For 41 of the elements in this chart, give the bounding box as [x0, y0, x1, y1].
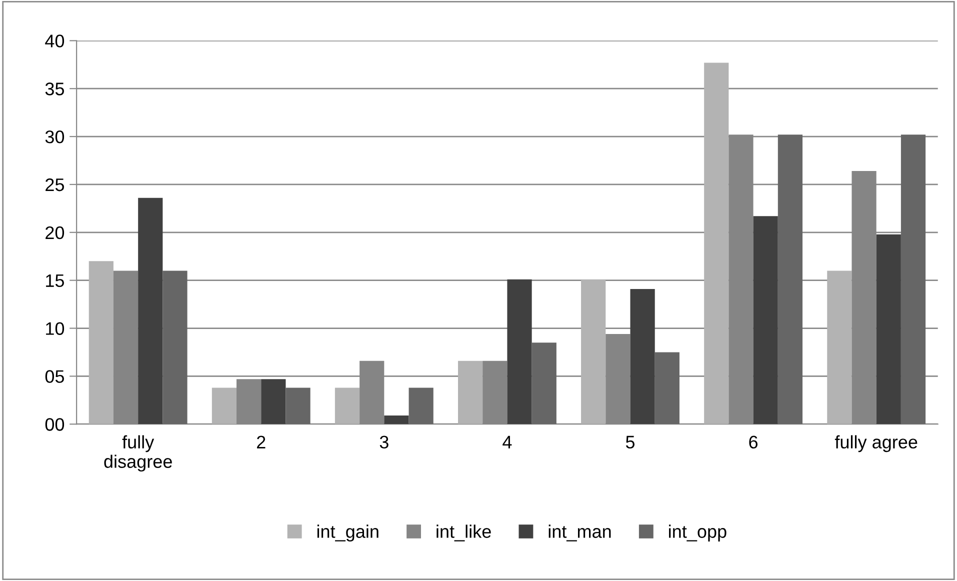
bar — [507, 279, 532, 424]
y-tick-label: 00 — [45, 418, 64, 431]
bar — [261, 379, 286, 424]
bar — [827, 270, 852, 424]
bar — [630, 288, 655, 424]
y-tick-label: 05 — [45, 370, 64, 383]
bar — [654, 352, 680, 424]
y-tick-label: 10 — [46, 322, 64, 335]
y-tick-label: 15 — [46, 274, 64, 288]
bar — [532, 342, 556, 424]
x-tick-label: fully disagree — [104, 435, 172, 472]
y-tick-label: 40 — [45, 34, 64, 48]
legend-label: int_like — [436, 524, 491, 542]
bar — [900, 134, 926, 424]
bar — [334, 388, 360, 424]
legend-label: int_opp — [669, 524, 726, 542]
bar — [212, 388, 237, 424]
bar — [581, 279, 606, 424]
bar — [408, 388, 434, 424]
y-tick-label: 20 — [46, 226, 64, 240]
bar — [286, 388, 310, 424]
bar — [458, 360, 483, 424]
bar — [384, 416, 409, 424]
bar — [753, 216, 778, 424]
bar — [162, 270, 188, 424]
x-tick-label: 5 — [626, 436, 635, 449]
x-tick-label: 4 — [502, 436, 512, 448]
y-tick-label: 35 — [45, 82, 64, 96]
y-tick-label: 25 — [46, 178, 64, 192]
legend-label: int_man — [548, 524, 611, 542]
x-tick-label: 3 — [380, 436, 388, 449]
y-tick-label: 30 — [45, 130, 64, 144]
bar — [778, 134, 803, 424]
x-tick-label: 2 — [257, 436, 266, 448]
x-tick-label: 6 — [749, 436, 758, 449]
legend-label: int_gain — [317, 524, 378, 542]
bar — [138, 198, 163, 424]
bar — [876, 234, 901, 424]
bar — [88, 261, 114, 424]
x-tick-label: fully agree — [834, 435, 918, 452]
bar — [704, 62, 729, 424]
